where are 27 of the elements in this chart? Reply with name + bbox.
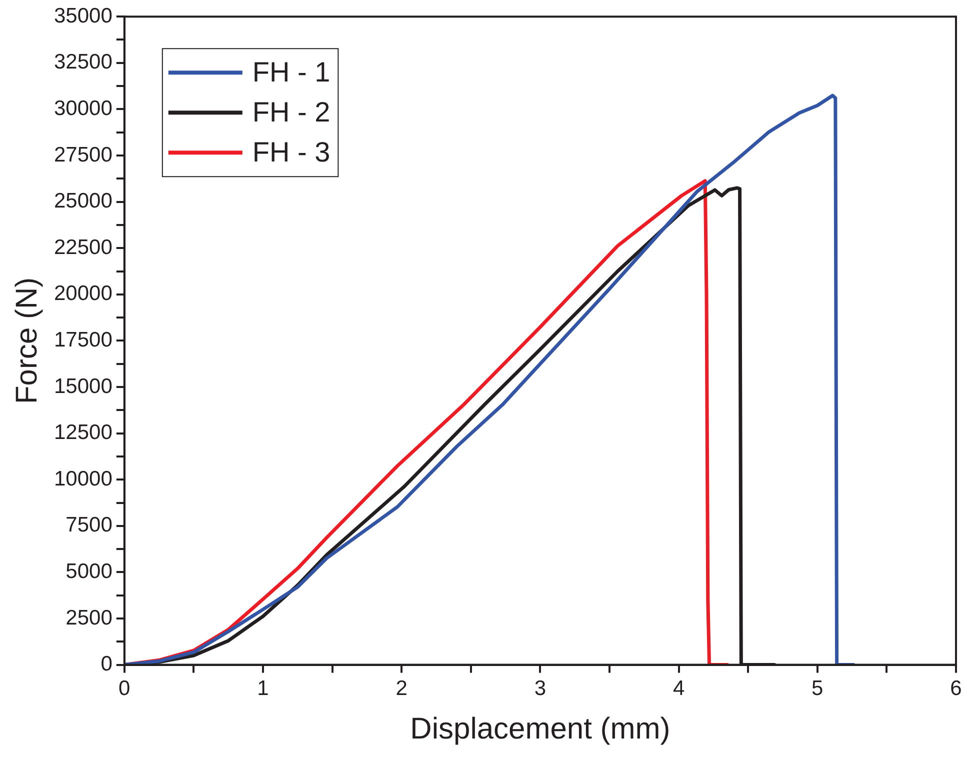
legend-label: FH - 2: [252, 96, 330, 128]
x-tick-label: 6: [950, 677, 962, 700]
y-tick-label: 22500: [54, 236, 112, 259]
y-tick-label: 15000: [54, 374, 112, 398]
y-tick-label: 32500: [54, 50, 112, 74]
x-tick-label: 2: [396, 677, 408, 700]
y-tick-label: 12500: [54, 421, 112, 444]
y-tick-label: 2500: [66, 606, 112, 630]
legend-label: FH - 1: [252, 56, 330, 88]
y-tick-label: 35000: [54, 4, 112, 28]
y-axis-title: Force (N): [10, 277, 44, 404]
y-tick-label: 10000: [54, 467, 112, 490]
x-tick-label: 4: [672, 677, 685, 700]
x-tick-label: 3: [534, 677, 546, 700]
legend-label: FH - 3: [252, 136, 330, 168]
x-tick-label: 1: [257, 677, 269, 700]
y-tick-label: 0: [100, 652, 112, 676]
y-tick-label: 17500: [54, 328, 112, 352]
x-tick-label: 5: [812, 677, 824, 700]
y-tick-label: 27500: [54, 143, 112, 166]
x-tick-label: 0: [118, 677, 130, 700]
y-tick-label: 30000: [54, 96, 112, 120]
y-tick-label: 20000: [54, 282, 112, 306]
x-axis-title: Displacement (mm): [410, 712, 670, 746]
y-tick-label: 7500: [66, 514, 112, 537]
y-tick-label: 25000: [54, 190, 112, 213]
y-tick-label: 5000: [66, 560, 112, 583]
